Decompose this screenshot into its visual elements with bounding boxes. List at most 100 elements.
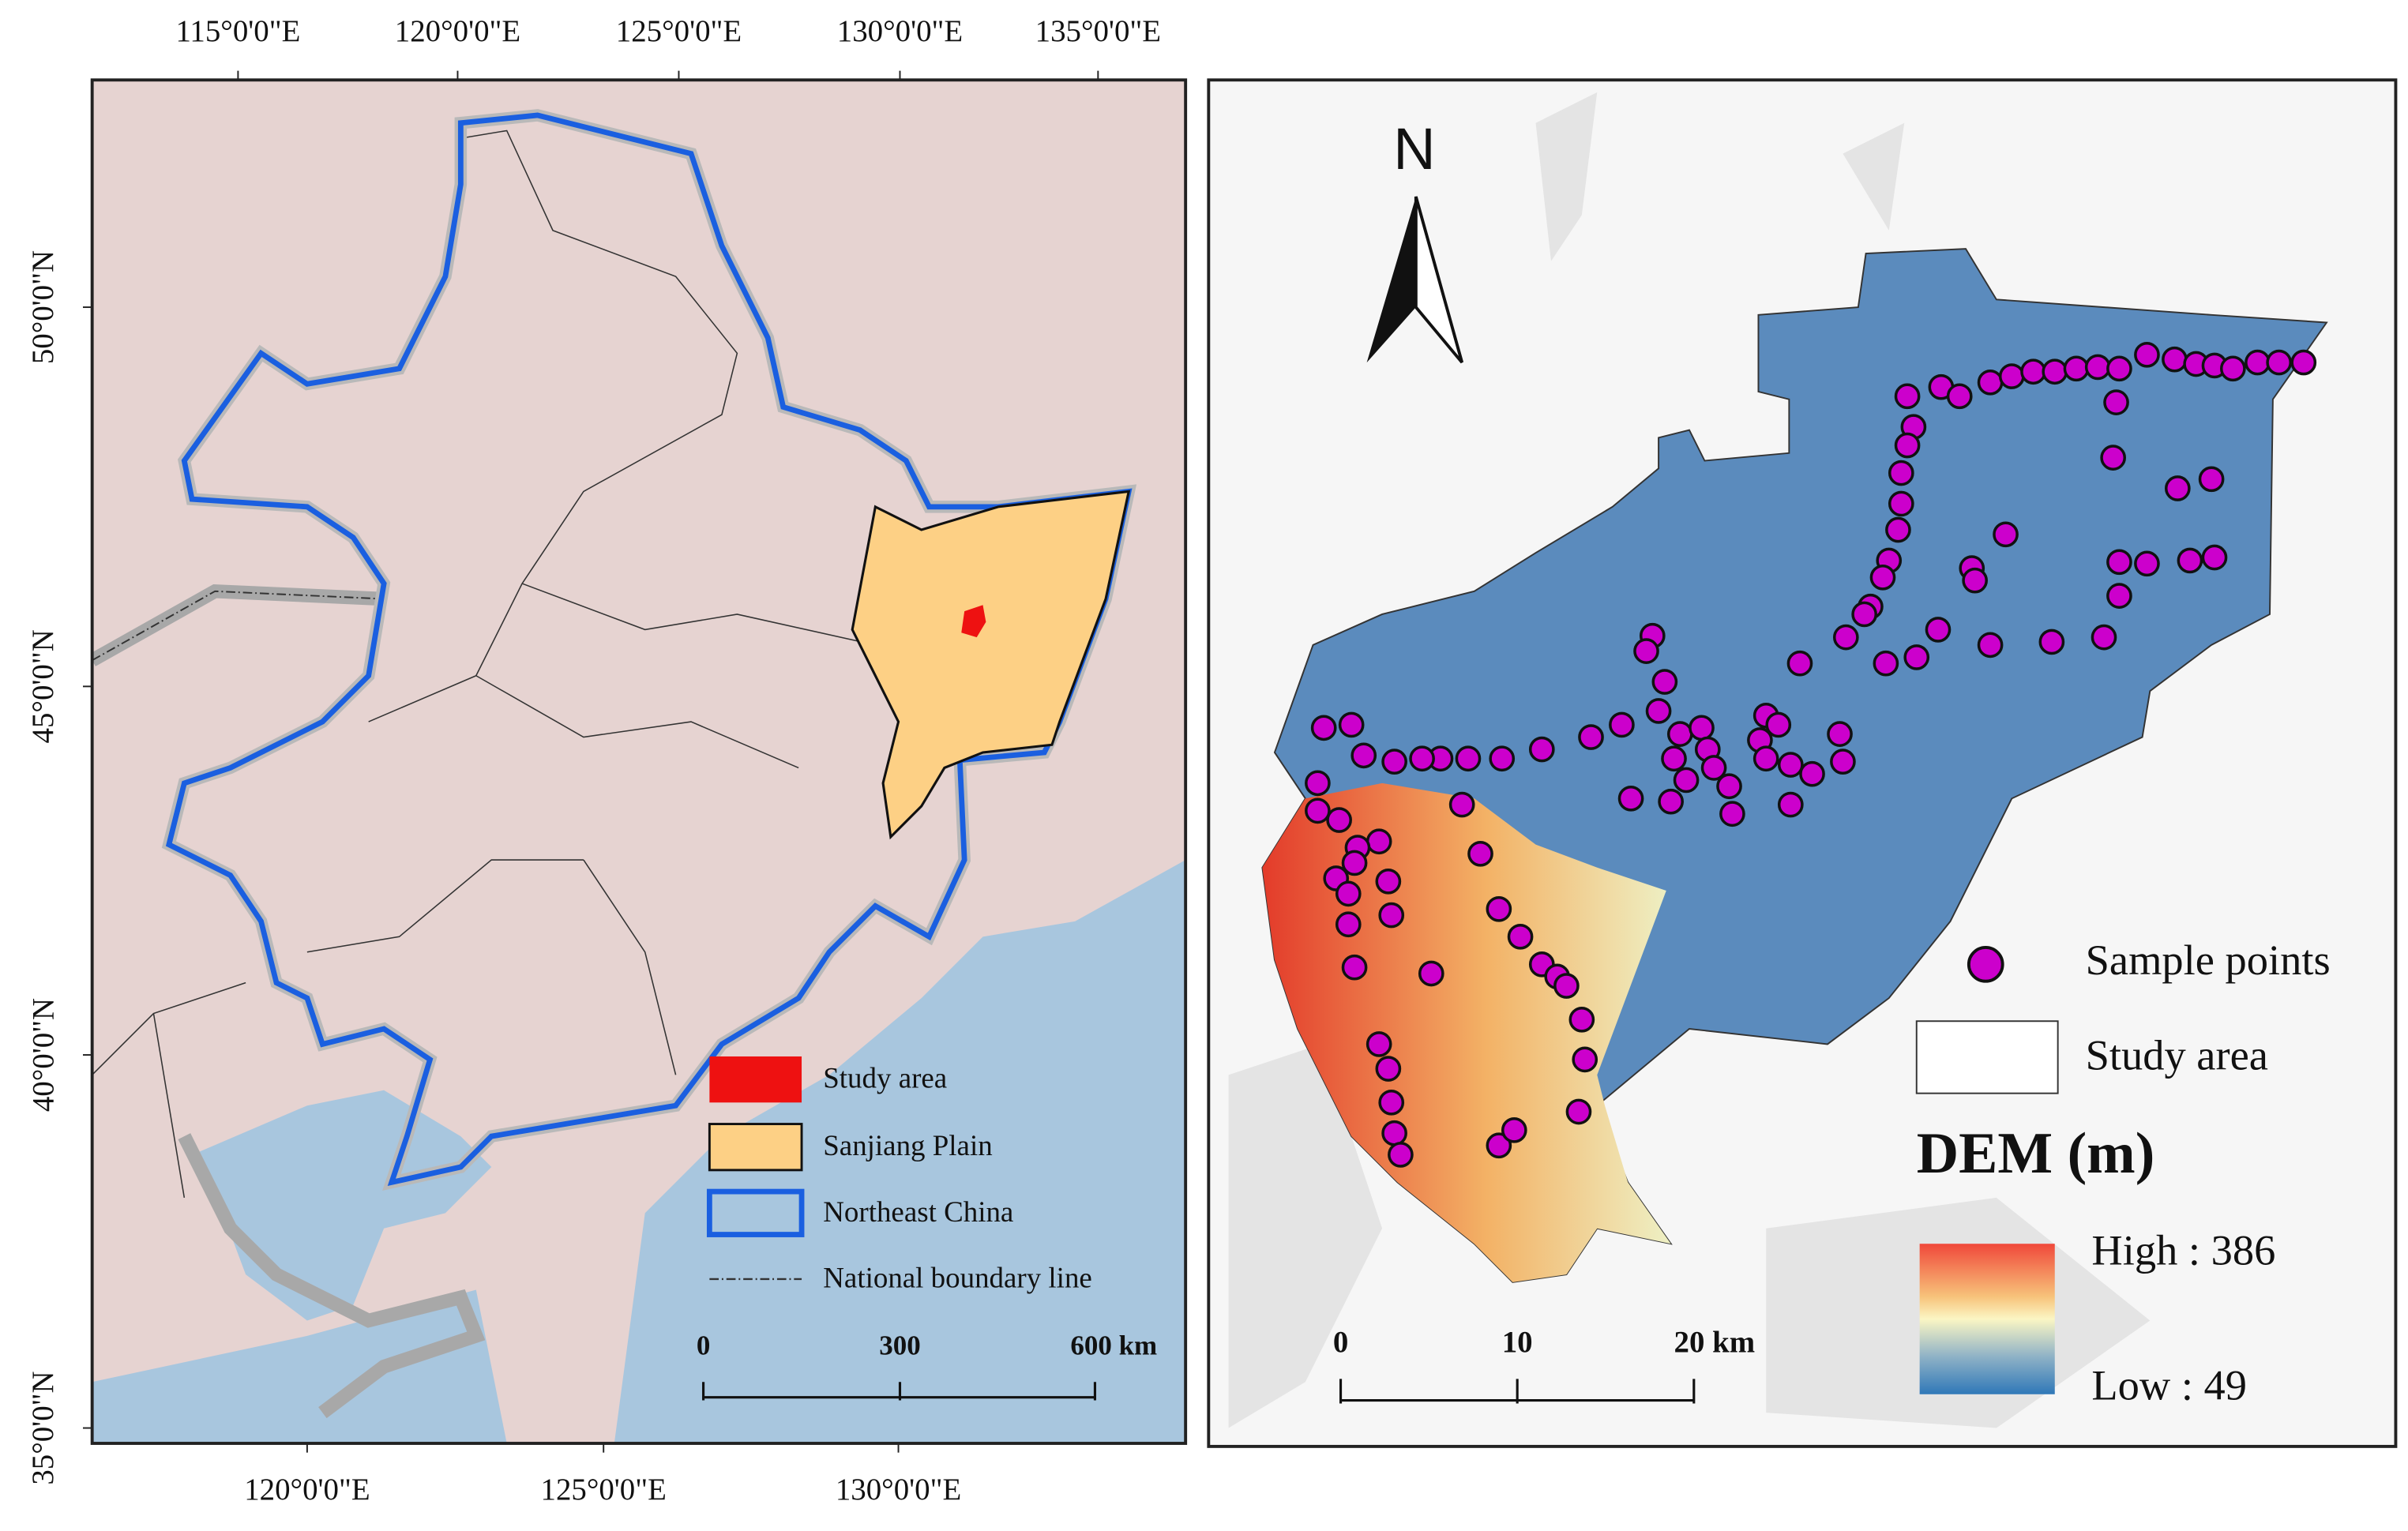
sample-point [1777, 752, 1804, 778]
sample-point [1501, 1116, 1527, 1143]
sample-point [2177, 547, 2203, 574]
sample-point [2245, 349, 2271, 376]
sample-point [1869, 564, 1896, 591]
sample-point [1448, 791, 1475, 818]
sample-point [1888, 460, 1914, 486]
sample-point [1467, 840, 1493, 867]
sample-point [2201, 544, 2228, 571]
sample-point [1946, 383, 1973, 410]
latitude-label: 50°0'0"N [26, 250, 60, 364]
sanjiang-plain [851, 490, 1131, 840]
sample-point [2038, 629, 2065, 655]
sample-point [2134, 550, 2160, 577]
sample-point [1305, 770, 1331, 797]
sample-point [1903, 644, 1930, 670]
longitude-label: 115°0'0"E [175, 14, 300, 48]
northeast-china-outline [165, 112, 1133, 1187]
dem-colorbar [1919, 1244, 2055, 1394]
sample-point [1486, 895, 1512, 922]
legend-label: Study area [2086, 1030, 2268, 1079]
sample-point [1993, 521, 2019, 548]
sample-point [1578, 724, 1604, 750]
sample-point [2084, 354, 2111, 381]
sample-point [2103, 389, 2129, 415]
sample-point [1455, 745, 1482, 772]
province-boundaries [92, 129, 876, 1199]
sample-point [2106, 583, 2132, 609]
legend-symbol-points [1967, 945, 2004, 983]
sample-point [1366, 828, 1392, 855]
longitude-label: 135°0'0"E [1035, 14, 1161, 48]
sample-point [2164, 475, 2191, 501]
sample-point [1673, 767, 1700, 794]
sample-point [1553, 973, 1580, 999]
sample-point [1658, 788, 1684, 815]
sample-point [1666, 721, 1693, 747]
sample-point [1645, 698, 1672, 724]
sample-point [1341, 954, 1368, 981]
sample-point [1341, 850, 1368, 876]
sample-point [1765, 711, 1792, 738]
sample-point [1888, 490, 1914, 517]
dem-title: DEM (m) [1917, 1120, 2155, 1185]
sample-point [1873, 650, 1899, 677]
sample-point [1799, 760, 1825, 787]
sample-point [1418, 960, 1444, 987]
legend-swatch-northeast [706, 1188, 805, 1237]
study-area-location [961, 605, 986, 638]
sample-points [1305, 342, 2317, 1168]
sample-point [1689, 715, 1715, 741]
sample-point [1894, 432, 1921, 459]
sample-point [1962, 567, 1988, 594]
sample-point [2266, 349, 2292, 376]
sample-point [1568, 1006, 1595, 1033]
sample-point [1894, 383, 1921, 410]
sample-point [1528, 736, 1555, 763]
sample-point [2106, 549, 2132, 576]
sample-point [1375, 868, 1402, 895]
sample-point [1885, 516, 1911, 543]
sample-point [1651, 669, 1678, 695]
sample-point [1830, 749, 1856, 775]
sample-point [1851, 601, 1877, 628]
latitude-label: 40°0'0"N [26, 998, 60, 1112]
legend-swatch-sanjiang [708, 1123, 803, 1172]
sample-point [1661, 745, 1687, 772]
longitude-label: 130°0'0"E [836, 1473, 961, 1507]
sample-point [1507, 923, 1534, 950]
dem-low: Low : 49 [2091, 1360, 2247, 1409]
scale-bar [702, 1382, 1096, 1401]
scale-label: 20 km [1674, 1325, 1756, 1359]
legend-label: Sample points [2086, 936, 2331, 984]
sea [614, 860, 1186, 1444]
sample-point [1351, 742, 1377, 769]
legend-label: National boundary line [823, 1261, 1092, 1293]
scale-label: 0 [697, 1330, 710, 1360]
sample-point [2042, 358, 2068, 385]
sample-point [1338, 711, 1365, 738]
sample-point [1486, 1132, 1512, 1159]
sample-point [1925, 617, 1952, 643]
sample-point [1335, 911, 1362, 938]
sample-point [1609, 711, 1635, 738]
sample-point [1326, 807, 1352, 833]
longitude-label: 120°0'0"E [395, 14, 520, 48]
sample-point [2219, 355, 2246, 382]
coordinate-labels: 115°0'0"E 120°0'0"E 125°0'0"E 130°0'0"E 135°… [26, 14, 1161, 1507]
sample-point [1378, 902, 1405, 929]
scale-label: 300 [879, 1330, 921, 1360]
sample-point [2290, 349, 2317, 376]
sample-point [1786, 650, 1813, 677]
sample-point [1381, 1120, 1407, 1146]
sample-point [1388, 1142, 1414, 1168]
sample-point [1716, 773, 1742, 800]
high-terrain [1262, 782, 1671, 1282]
legend-symbol-area [1915, 1020, 2059, 1094]
north-arrow-left [1366, 197, 1416, 363]
dem-high: High : 386 [2091, 1225, 2275, 1274]
longitude-label: 125°0'0"E [541, 1473, 667, 1507]
sample-point [1719, 801, 1745, 827]
sample-point [1777, 791, 1804, 818]
